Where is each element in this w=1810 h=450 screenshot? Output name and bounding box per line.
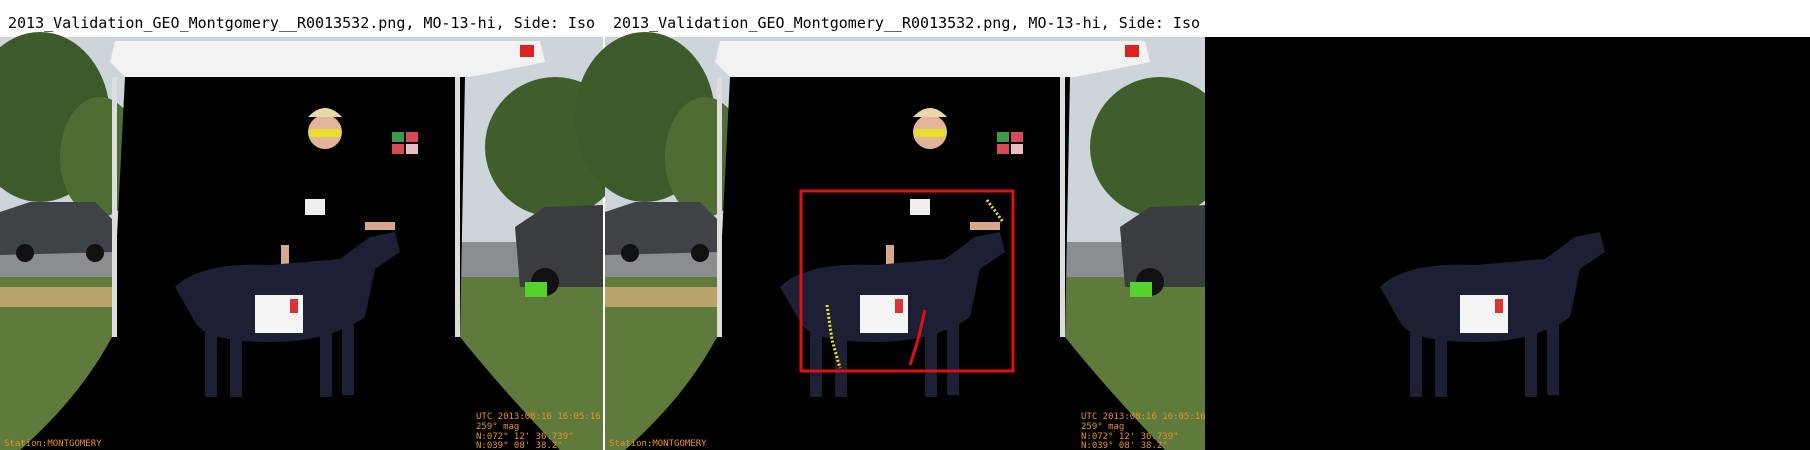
stamp-line: N:039° 08' 38.2"	[1081, 441, 1168, 450]
stamp-line: UTC 2013:08:16 16:05:16	[1081, 412, 1206, 422]
stamp-station: Station:MONTGOMERY	[609, 439, 707, 449]
stamp-line: 259° mag	[1081, 422, 1124, 432]
stamp-station: Station:MONTGOMERY	[4, 439, 102, 449]
keypoints	[985, 199, 1005, 223]
stamp-line: UTC 2013:08:16 16:05:16	[476, 412, 601, 422]
photo	[575, 32, 1230, 450]
bounding-box	[799, 189, 1015, 373]
stamp-line: N:039° 08' 38.2"	[476, 441, 563, 450]
keypoints	[908, 309, 927, 366]
panel-title: 2013_Validation_GEO_Montgomery__R0013532…	[613, 14, 1200, 32]
stamp: UTC 2013:08:16 16:05:16 259° mag N:072° …	[4, 412, 1206, 450]
mask-panel	[1205, 37, 1810, 450]
stamp-line: N:072° 12' 36.739"	[1081, 432, 1179, 442]
stamp-line: N:072° 12' 36.739"	[476, 432, 574, 442]
photo	[0, 32, 625, 450]
stamp-line: 259° mag	[476, 422, 519, 432]
panel-title: 2013_Validation_GEO_Montgomery__R0013532…	[8, 14, 595, 32]
